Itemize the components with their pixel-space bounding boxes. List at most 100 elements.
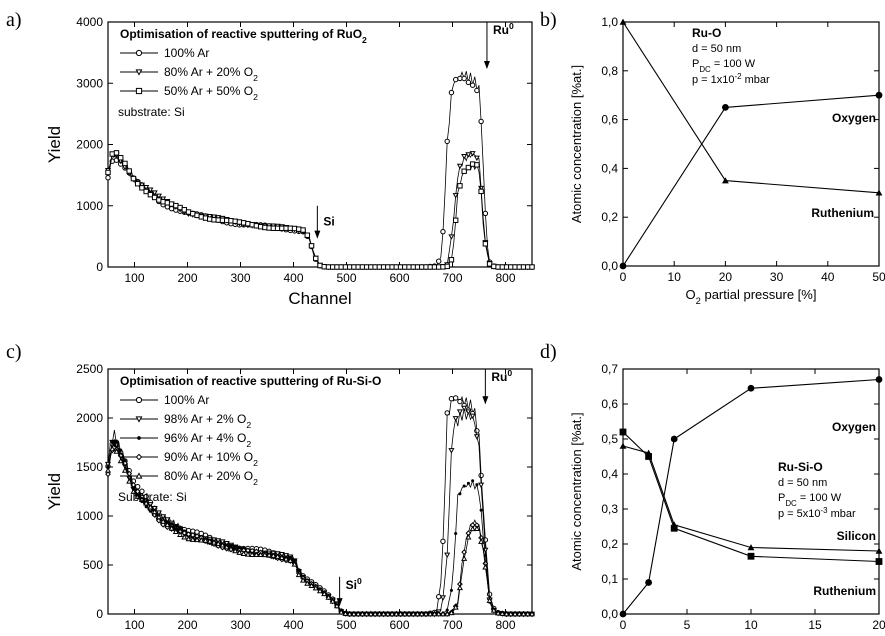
data-point: [458, 492, 462, 496]
data-point: [178, 526, 182, 530]
x-tick-label: 5: [684, 618, 691, 632]
info-line: p = 1x10-2 mbar: [692, 72, 770, 87]
data-point: [278, 552, 285, 558]
x-tick-label: 15: [808, 618, 822, 632]
y-axis-title: Atomic concentration [%at.]: [569, 412, 584, 570]
series-line: [622, 21, 880, 194]
data-point: [333, 602, 341, 609]
data-point: [499, 264, 506, 270]
data-point: [490, 607, 497, 613]
data-point: [236, 549, 243, 555]
panel-letter-c: c): [6, 341, 22, 363]
y-tick-label: 0,6: [601, 113, 618, 127]
data-point: [155, 513, 162, 520]
data-point: [174, 524, 178, 528]
y-tick-label: 0: [96, 260, 103, 274]
y-tick-label: 0: [96, 607, 103, 621]
data-point: [619, 18, 627, 25]
x-tick-label: 300: [230, 271, 250, 285]
data-point: [257, 224, 264, 230]
data-point: [431, 610, 438, 617]
data-point: [465, 164, 472, 171]
legend-entry: 100% Ar: [164, 46, 209, 60]
data-point: [233, 544, 237, 548]
x-tick-label: 10: [668, 270, 682, 284]
data-point: [219, 539, 226, 545]
data-point: [240, 550, 247, 556]
data-point: [495, 609, 502, 616]
data-point: [410, 264, 416, 270]
series-line: [107, 395, 532, 615]
data-point: [439, 595, 447, 601]
data-point: [482, 210, 489, 217]
data-point: [151, 190, 158, 196]
data-point: [304, 580, 311, 586]
data-point: [193, 536, 201, 543]
data-point: [134, 493, 141, 499]
y-tick-label: 0,5: [601, 432, 618, 446]
y-tick-label: 500: [83, 558, 103, 572]
data-point: [448, 257, 455, 263]
data-point: [325, 594, 332, 600]
data-point: [475, 483, 479, 487]
data-point: [229, 543, 233, 547]
data-point: [202, 537, 209, 543]
data-point: [376, 264, 383, 270]
data-point: [452, 604, 459, 610]
data-point: [469, 413, 476, 420]
annotation-label: Si0: [346, 576, 362, 592]
series-label: Oxygen: [832, 420, 876, 434]
x-tick-label: 10: [744, 618, 758, 632]
x-tick-label: 800: [495, 271, 515, 285]
data-point: [670, 524, 678, 532]
data-point: [528, 610, 536, 617]
data-point: [168, 201, 175, 207]
data-point: [177, 531, 184, 537]
data-point: [105, 169, 111, 176]
x-tick-label: 200: [177, 618, 197, 632]
data-point: [456, 584, 463, 591]
data-point: [215, 540, 222, 546]
data-point: [454, 531, 458, 536]
data-point: [160, 518, 167, 524]
data-point: [469, 151, 476, 157]
data-point: [645, 579, 652, 586]
series-label: Silicon: [837, 529, 876, 543]
data-point: [321, 263, 327, 270]
data-point: [170, 522, 174, 526]
data-point: [198, 214, 204, 220]
data-point: [444, 263, 450, 270]
data-point: [181, 207, 188, 213]
data-point: [223, 540, 230, 547]
data-point: [147, 504, 154, 510]
legend-marker: [135, 87, 143, 95]
data-point: [389, 610, 396, 617]
data-point: [143, 188, 149, 195]
data-point: [427, 610, 434, 617]
y-tick-label: 0,6: [601, 397, 618, 411]
data-point: [338, 609, 345, 615]
x-tick-label: 100: [124, 271, 144, 285]
data-point: [215, 217, 221, 223]
data-point: [645, 453, 652, 460]
legend-title: Optimisation of reactive sputtering of R…: [120, 27, 367, 45]
data-point: [113, 150, 120, 156]
data-point: [482, 241, 489, 247]
data-point: [355, 264, 361, 270]
x-tick-label: 40: [821, 270, 835, 284]
data-point: [499, 610, 506, 616]
y-axis-title: Yield: [45, 473, 64, 510]
data-point: [126, 478, 133, 484]
data-point: [440, 228, 446, 235]
data-point: [109, 445, 116, 452]
info-line: d = 50 nm: [778, 477, 827, 489]
y-tick-label: 1500: [76, 460, 103, 474]
data-point: [747, 544, 755, 551]
y-tick-label: 0,4: [601, 161, 618, 175]
data-point: [372, 610, 379, 617]
data-point: [410, 610, 417, 617]
data-point: [405, 610, 413, 617]
data-point: [156, 197, 162, 203]
data-point: [279, 225, 285, 231]
